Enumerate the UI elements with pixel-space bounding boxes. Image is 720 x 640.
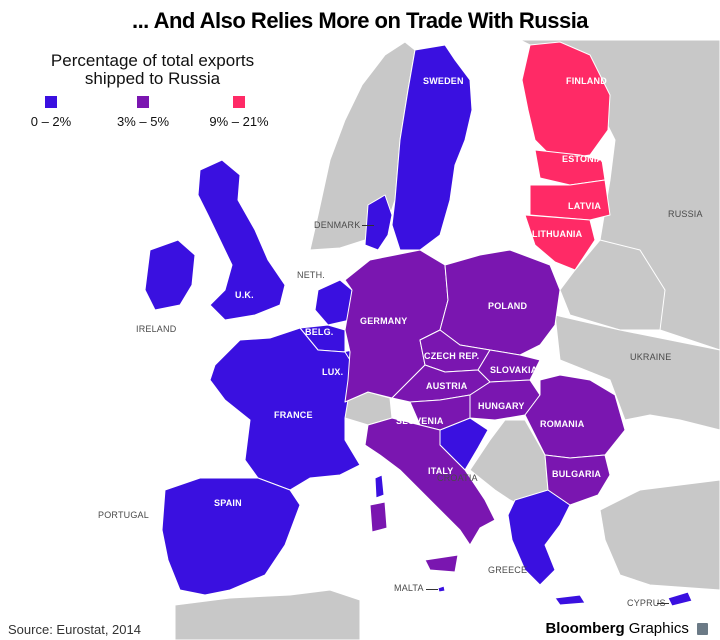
label-finland: FINLAND bbox=[566, 76, 607, 86]
legend-swatch-mid bbox=[137, 96, 149, 108]
romania-shape bbox=[524, 374, 626, 459]
france-shape bbox=[209, 327, 361, 491]
label-sweden: SWEDEN bbox=[423, 76, 464, 86]
lithuania-shape bbox=[524, 214, 596, 271]
label-slovenia: SLOVENIA bbox=[396, 416, 444, 426]
label-bulgaria: BULGARIA bbox=[552, 469, 602, 479]
north-africa-shape bbox=[174, 589, 361, 640]
legend-title: Percentage of total exports shipped to R… bbox=[50, 51, 255, 88]
finland-shape bbox=[521, 41, 611, 161]
label-denmark: DENMARK bbox=[314, 220, 361, 230]
ukraine-shape bbox=[554, 314, 720, 431]
label-germany: GERMANY bbox=[360, 316, 408, 326]
sardinia-shape bbox=[369, 501, 388, 533]
label-portugal: PORTUGAL bbox=[98, 510, 149, 520]
label-uk: U.K. bbox=[235, 290, 254, 300]
label-croatia: CROATIA bbox=[437, 473, 478, 483]
sicily-shape bbox=[424, 554, 459, 573]
label-ukraine: UKRAINE bbox=[630, 352, 672, 362]
label-italy: ITALY bbox=[428, 466, 454, 476]
label-belgium: BELG. bbox=[305, 327, 334, 337]
turkey-shape bbox=[599, 479, 720, 591]
map-title: ... And Also Relies More on Trade With R… bbox=[131, 8, 589, 33]
italy-shape bbox=[364, 417, 496, 546]
label-hungary: HUNGARY bbox=[478, 401, 525, 411]
latvia-shape bbox=[529, 179, 611, 221]
legend-item-mid: 3% – 5% bbox=[98, 96, 188, 129]
label-poland: POLAND bbox=[488, 301, 528, 311]
uk-shape bbox=[197, 159, 286, 321]
label-spain: SPAIN bbox=[214, 498, 242, 508]
netherlands-shape bbox=[314, 279, 353, 326]
label-france: FRANCE bbox=[274, 410, 313, 420]
malta-leader-line bbox=[426, 589, 438, 590]
label-slovakia: SLOVAKIA bbox=[490, 365, 538, 375]
bloomberg-logo: Bloomberg Graphics bbox=[545, 620, 708, 637]
crete-shape bbox=[554, 594, 586, 606]
label-czech: CZECH REP. bbox=[424, 351, 480, 361]
bulgaria-shape bbox=[544, 454, 611, 506]
bloomberg-mark-icon bbox=[697, 623, 708, 636]
cyprus-shape bbox=[667, 591, 693, 607]
cyprus-leader-line bbox=[657, 603, 669, 604]
iberia-shape bbox=[161, 477, 301, 596]
source-note: Source: Eurostat, 2014 bbox=[8, 622, 141, 637]
label-luxembourg: LUX. bbox=[322, 367, 344, 377]
label-estonia: ESTONIA bbox=[562, 154, 604, 164]
denmark-shape bbox=[364, 194, 393, 251]
label-netherlands: NETH. bbox=[297, 270, 325, 280]
legend-label-high: 9% – 21% bbox=[209, 114, 269, 129]
corsica-shape bbox=[374, 474, 385, 499]
label-romania: ROMANIA bbox=[540, 419, 585, 429]
legend-label-mid: 3% – 5% bbox=[116, 114, 170, 129]
legend-swatch-high bbox=[233, 96, 245, 108]
denmark-leader-line bbox=[362, 225, 374, 226]
ireland-shape bbox=[144, 239, 196, 311]
label-latvia: LATVIA bbox=[568, 201, 602, 211]
malta-shape bbox=[437, 585, 446, 593]
label-lithuania: LITHUANIA bbox=[532, 229, 583, 239]
sweden-shape bbox=[391, 44, 473, 251]
label-ireland: IRELAND bbox=[136, 324, 177, 334]
belarus-shape bbox=[559, 239, 666, 331]
legend-item-low: 0 – 2% bbox=[6, 96, 96, 129]
legend-swatch-low bbox=[45, 96, 57, 108]
legend-item-high: 9% – 21% bbox=[194, 96, 284, 129]
label-russia: RUSSIA bbox=[668, 209, 703, 219]
label-greece: GREECE bbox=[488, 565, 528, 575]
legend-label-low: 0 – 2% bbox=[30, 114, 72, 129]
brand-name: Bloomberg bbox=[545, 620, 625, 637]
label-austria: AUSTRIA bbox=[426, 381, 468, 391]
label-cyprus: CYPRUS bbox=[627, 598, 666, 608]
brand-suffix: Graphics bbox=[628, 620, 689, 637]
label-malta: MALTA bbox=[394, 583, 424, 593]
